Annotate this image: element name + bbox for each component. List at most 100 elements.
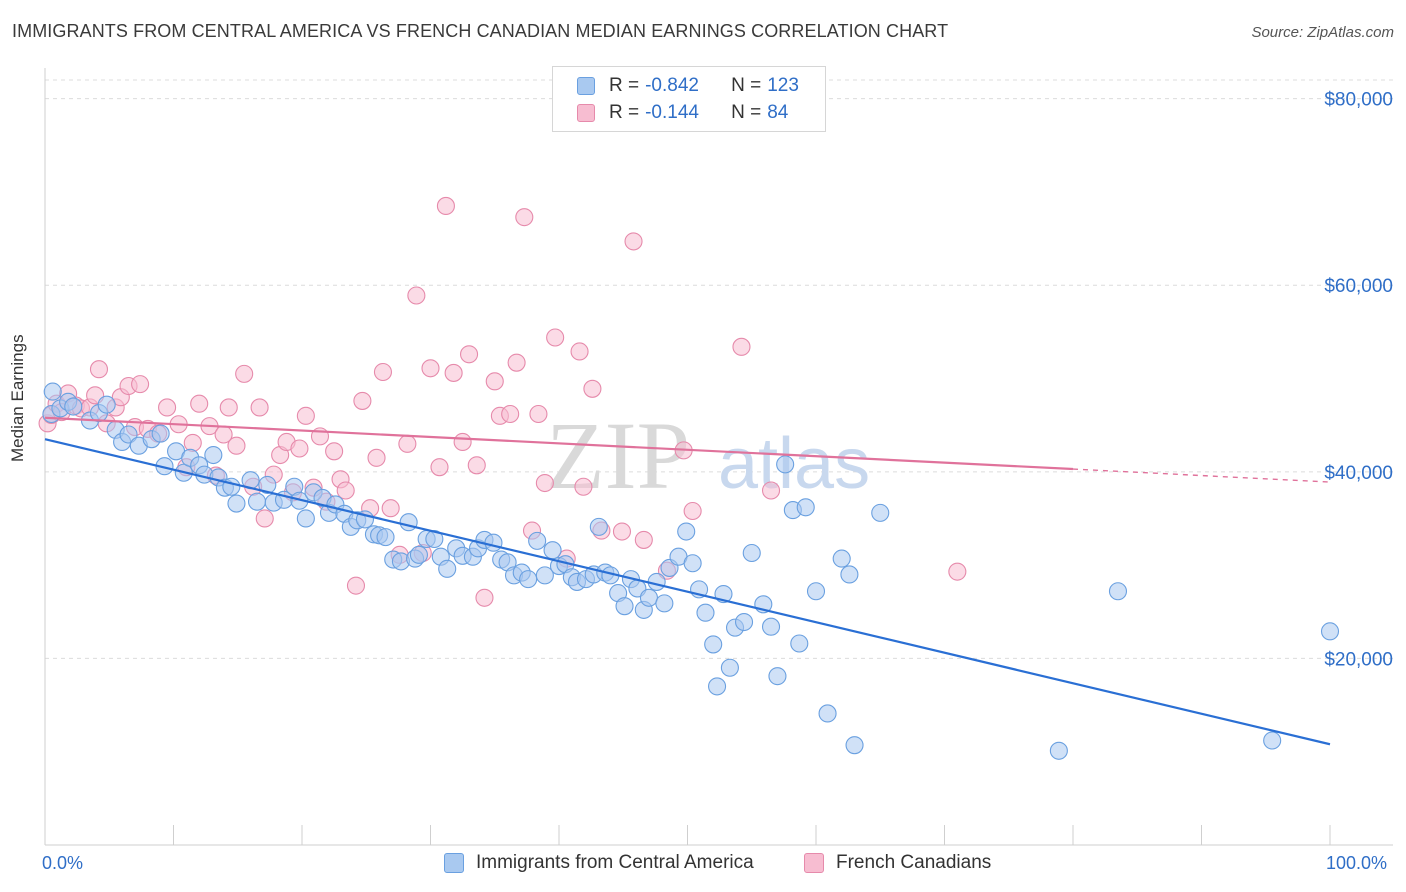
central-america-point <box>806 582 826 601</box>
french-canadians-point <box>459 345 479 364</box>
y-tick-label: $80,000 <box>1324 90 1393 111</box>
french-canadians-point <box>501 404 520 424</box>
central-america-point <box>519 570 538 589</box>
french-canadians-point <box>336 481 355 500</box>
trend-line-french-canadians-extension <box>1072 468 1331 483</box>
central-america-point <box>768 667 787 686</box>
central-america-point <box>871 503 890 522</box>
french-canadians-point <box>421 359 440 378</box>
legend-label: Immigrants from Central America <box>476 852 754 873</box>
trend-line-french-canadians <box>44 416 1074 471</box>
axis-layer <box>44 68 1393 846</box>
french-canadians-point <box>158 398 177 417</box>
stats-legend: R = -0.842 N = 123 R = -0.144 N = 84 <box>552 66 826 132</box>
french-canadians-point <box>190 394 209 413</box>
central-america-point <box>1108 582 1128 601</box>
french-canadians-point <box>398 434 417 453</box>
central-america-point <box>639 588 659 607</box>
central-america-point <box>64 397 83 416</box>
legend-item-french-canadians: French Canadians <box>804 852 991 874</box>
french-canadians-point <box>250 398 269 417</box>
series-legend: Immigrants from Central America French C… <box>0 852 1406 878</box>
n-value: 123 <box>767 75 799 96</box>
french-canadians-point <box>574 477 593 496</box>
y-tick-labels: $20,000 $40,000 $60,000 $80,000 <box>1324 90 1393 671</box>
central-america-point <box>1320 622 1340 641</box>
central-america-point <box>543 541 562 560</box>
french-canadians-point <box>515 208 534 227</box>
french-canadians-point <box>89 360 109 379</box>
legend-item-central-america: Immigrants from Central America <box>444 852 754 874</box>
central-america-point <box>832 549 851 568</box>
french-canadians-point <box>367 448 386 467</box>
french-canadians-point <box>683 501 702 521</box>
french-canadians-point <box>453 432 472 452</box>
central-america-point <box>296 509 315 528</box>
central-america-point <box>790 634 809 653</box>
french-canadians-point <box>612 522 632 541</box>
y-tick-label: $40,000 <box>1324 463 1393 484</box>
r-value: -0.144 <box>645 102 699 123</box>
french-canadians-point <box>546 328 565 347</box>
french-canadians-point <box>407 286 426 305</box>
central-america-point <box>761 617 781 636</box>
chart-title: IMMIGRANTS FROM CENTRAL AMERICA VS FRENC… <box>12 21 949 41</box>
central-america-point <box>119 425 138 444</box>
y-axis-label: Median Earnings <box>8 334 27 462</box>
french-canadians-point <box>529 404 548 424</box>
central-america-point <box>615 597 634 616</box>
central-america-point <box>247 492 267 511</box>
central-america-point <box>655 594 674 613</box>
central-america-point <box>704 635 723 654</box>
stats-row-central-america: R = -0.842 N = 123 <box>577 73 799 99</box>
legend-swatch-pink <box>804 853 824 873</box>
french-canadians-point <box>131 375 150 394</box>
french-canadians-point <box>346 576 366 595</box>
watermark-zip: ZIP <box>546 402 690 509</box>
central-america-point <box>845 736 864 755</box>
trend-lines <box>44 416 1331 746</box>
french-canadians-point <box>325 442 344 461</box>
central-america-point <box>97 395 116 414</box>
french-canadians-point <box>227 436 246 455</box>
central-america-point <box>589 517 608 536</box>
central-america-point <box>484 533 503 552</box>
french-canadians-point <box>444 363 463 382</box>
central-america-point <box>258 475 277 494</box>
french-canadians-point <box>761 481 781 500</box>
r-label: R = <box>609 75 640 96</box>
central-america-point <box>796 498 815 517</box>
stats-row-french-canadians: R = -0.144 N = 84 <box>577 100 788 126</box>
french-canadians-point <box>296 406 315 425</box>
french-canadians-point <box>430 458 449 477</box>
source-attribution: Source: ZipAtlas.com <box>1251 24 1394 41</box>
legend-label: French Canadians <box>836 852 992 873</box>
central-america-point <box>438 559 457 578</box>
french-canadians-point <box>381 499 400 518</box>
central-america-point <box>696 603 715 622</box>
central-america-point <box>535 566 554 585</box>
french-canadians-point <box>436 196 455 215</box>
series-central-america <box>42 382 1340 760</box>
central-america-point <box>683 554 702 573</box>
central-america-point <box>734 612 754 632</box>
central-america-point <box>720 658 739 677</box>
central-america-point <box>818 704 837 723</box>
central-america-point <box>409 545 428 564</box>
central-america-point <box>528 531 547 550</box>
n-value: 84 <box>767 102 789 123</box>
central-america-point <box>742 543 761 563</box>
legend-swatch-blue <box>444 853 464 873</box>
legend-swatch-pink <box>577 104 595 122</box>
y-tick-label: $20,000 <box>1324 649 1393 670</box>
central-america-point <box>151 424 170 443</box>
french-canadians-point <box>235 364 254 383</box>
french-canadians-point <box>219 398 238 417</box>
central-america-point <box>399 513 418 532</box>
central-america-point <box>1049 741 1068 760</box>
n-label: N = <box>731 75 762 96</box>
x-axis-min-label: 0.0% <box>42 853 84 873</box>
series-french-canadians <box>38 196 967 607</box>
trend-line-central-america <box>44 438 1331 746</box>
